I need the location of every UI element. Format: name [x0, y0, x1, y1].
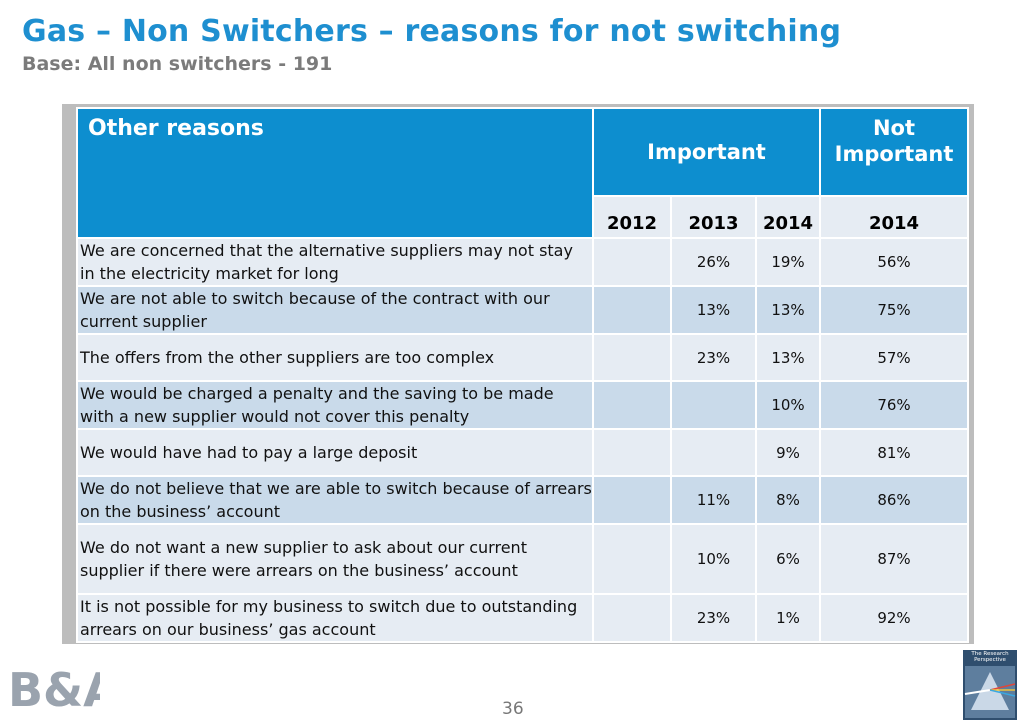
value-not-important: 56%	[819, 237, 970, 287]
table-row: The offers from the other suppliers are …	[76, 333, 970, 382]
table-row: We are concerned that the alternative su…	[76, 237, 970, 287]
value-2013: 10%	[670, 523, 757, 595]
value-2014: 6%	[754, 523, 822, 595]
reason-cell: We do not want a new supplier to ask abo…	[76, 523, 594, 595]
value-2012	[592, 380, 672, 430]
year-header-2013: 2013	[670, 195, 757, 239]
year-header-2014-not-important: 2014	[819, 195, 970, 239]
value-2013: 23%	[670, 333, 757, 382]
table-row: We would be charged a penalty and the sa…	[76, 380, 970, 430]
ba-logo-text: B&A	[8, 663, 100, 710]
value-2013: 13%	[670, 285, 757, 335]
page-number: 36	[502, 699, 524, 719]
logo-light-beam	[964, 689, 991, 695]
reason-cell: We are concerned that the alternative su…	[76, 237, 594, 287]
value-2014: 13%	[754, 285, 822, 335]
value-2013: 11%	[670, 475, 757, 525]
value-2014: 8%	[754, 475, 822, 525]
table-row: We would have had to pay a large deposit…	[76, 428, 970, 477]
reason-cell: We are not able to switch because of the…	[76, 285, 594, 335]
reason-cell: We would have had to pay a large deposit	[76, 428, 594, 477]
value-2014: 1%	[754, 593, 822, 643]
value-2012	[592, 285, 672, 335]
value-not-important: 86%	[819, 475, 970, 525]
value-2013: 26%	[670, 237, 757, 287]
table-row: We do not want a new supplier to ask abo…	[76, 523, 970, 595]
value-not-important: 92%	[819, 593, 970, 643]
logo-ray-blue	[989, 689, 1016, 697]
value-2013: 23%	[670, 593, 757, 643]
value-2012	[592, 593, 672, 643]
value-not-important: 76%	[819, 380, 970, 430]
value-not-important: 75%	[819, 285, 970, 335]
page-subtitle: Base: All non switchers - 191	[22, 53, 333, 75]
value-2014: 13%	[754, 333, 822, 382]
header-not-important: Not Important	[819, 107, 970, 197]
value-not-important: 57%	[819, 333, 970, 382]
value-2014: 19%	[754, 237, 822, 287]
value-not-important: 81%	[819, 428, 970, 477]
reasons-table: Other reasons Important Not Important 201…	[76, 107, 970, 643]
logo-ray-red	[989, 683, 1016, 691]
value-2012	[592, 237, 672, 287]
header-other-reasons: Other reasons	[76, 107, 594, 239]
value-2014: 9%	[754, 428, 822, 477]
value-2012	[592, 475, 672, 525]
table-row: It is not possible for my business to sw…	[76, 593, 970, 643]
value-2012	[592, 523, 672, 595]
value-not-important: 87%	[819, 523, 970, 595]
year-header-2012: 2012	[592, 195, 672, 239]
value-2014: 10%	[754, 380, 822, 430]
value-2012	[592, 333, 672, 382]
table-row: We are not able to switch because of the…	[76, 285, 970, 335]
year-header-2014: 2014	[754, 195, 822, 239]
ba-logo: B&A	[8, 663, 100, 710]
reason-cell: We do not believe that we are able to sw…	[76, 475, 594, 525]
research-perspective-logo: The Research Perspective	[963, 650, 1017, 720]
logo-caption: The Research Perspective	[971, 651, 1009, 663]
header-important: Important	[591, 107, 822, 197]
value-2012	[592, 428, 672, 477]
reason-cell: The offers from the other suppliers are …	[76, 333, 594, 382]
table-row: We do not believe that we are able to sw…	[76, 475, 970, 525]
reason-cell: It is not possible for my business to sw…	[76, 593, 594, 643]
page-title: Gas – Non Switchers – reasons for not sw…	[22, 14, 842, 49]
value-2013	[670, 380, 757, 430]
reason-cell: We would be charged a penalty and the sa…	[76, 380, 594, 430]
value-2013	[670, 428, 757, 477]
